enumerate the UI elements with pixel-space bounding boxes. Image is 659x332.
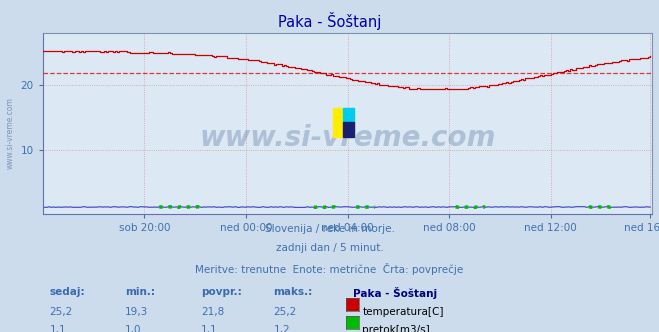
Bar bbox=[333, 108, 343, 136]
Text: sedaj:: sedaj: bbox=[49, 287, 85, 297]
Text: www.si-vreme.com: www.si-vreme.com bbox=[200, 124, 496, 152]
Text: 21,8: 21,8 bbox=[201, 307, 224, 317]
Bar bbox=[343, 108, 354, 122]
Text: Paka - Šoštanj: Paka - Šoštanj bbox=[353, 287, 437, 299]
Text: zadnji dan / 5 minut.: zadnji dan / 5 minut. bbox=[275, 243, 384, 253]
Text: 1,1: 1,1 bbox=[49, 325, 66, 332]
Text: Paka - Šoštanj: Paka - Šoštanj bbox=[278, 12, 381, 30]
Text: 1,1: 1,1 bbox=[201, 325, 217, 332]
Text: maks.:: maks.: bbox=[273, 287, 313, 297]
Text: temperatura[C]: temperatura[C] bbox=[362, 307, 444, 317]
Text: 25,2: 25,2 bbox=[273, 307, 297, 317]
Text: 1,0: 1,0 bbox=[125, 325, 142, 332]
Text: povpr.:: povpr.: bbox=[201, 287, 242, 297]
Text: 19,3: 19,3 bbox=[125, 307, 148, 317]
Bar bbox=[343, 122, 354, 136]
Text: pretok[m3/s]: pretok[m3/s] bbox=[362, 325, 430, 332]
Text: www.si-vreme.com: www.si-vreme.com bbox=[5, 97, 14, 169]
Text: 25,2: 25,2 bbox=[49, 307, 72, 317]
Text: min.:: min.: bbox=[125, 287, 156, 297]
Text: Meritve: trenutne  Enote: metrične  Črta: povprečje: Meritve: trenutne Enote: metrične Črta: … bbox=[195, 263, 464, 275]
Text: 1,2: 1,2 bbox=[273, 325, 290, 332]
Text: Slovenija / reke in morje.: Slovenija / reke in morje. bbox=[264, 224, 395, 234]
